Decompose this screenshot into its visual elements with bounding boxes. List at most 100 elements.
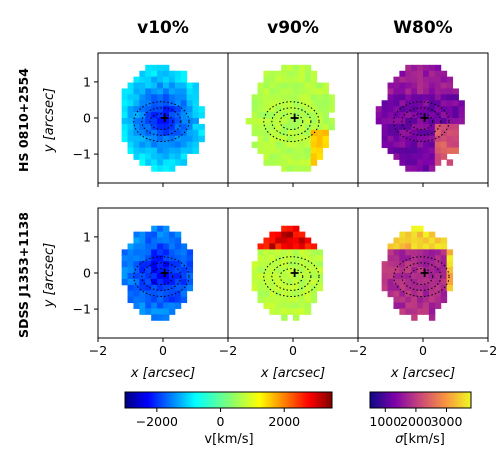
heatmap-cell bbox=[287, 100, 294, 107]
heatmap-cell bbox=[322, 94, 329, 101]
heatmap-cell bbox=[399, 278, 406, 286]
heatmap-cell bbox=[174, 112, 182, 119]
heatmap-cell bbox=[304, 278, 312, 286]
heatmap-cell bbox=[399, 261, 406, 268]
heatmap-cell bbox=[275, 153, 282, 160]
heatmap-cell bbox=[168, 112, 176, 119]
heatmap-cell bbox=[440, 153, 448, 160]
heatmap-cell bbox=[452, 129, 459, 137]
heatmap-cell bbox=[168, 147, 176, 154]
heatmap-cell bbox=[399, 153, 406, 160]
heatmap-cell bbox=[304, 308, 312, 315]
heatmap-cell bbox=[387, 243, 394, 250]
heatmap-cell bbox=[251, 284, 259, 292]
heatmap-cell bbox=[151, 129, 158, 137]
heatmap-cell bbox=[310, 261, 318, 268]
axes-group: 1 0 −1 1 0 −1 −2 0 −2 0 −2 0 −2 bbox=[73, 52, 497, 358]
heatmap-cell bbox=[293, 147, 300, 154]
heatmap-cell bbox=[399, 273, 406, 280]
heatmap-cell bbox=[381, 118, 389, 125]
heatmap-cell bbox=[405, 273, 412, 280]
heatmap-cell bbox=[393, 243, 400, 250]
heatmap-cell bbox=[310, 112, 318, 119]
heatmap-cell bbox=[151, 225, 158, 233]
heatmap-cell bbox=[133, 147, 140, 154]
heatmap-cell bbox=[186, 135, 194, 143]
heatmap-cell bbox=[133, 273, 140, 280]
heatmap-cell bbox=[381, 123, 389, 131]
heatmap-cell bbox=[428, 249, 436, 256]
heatmap-cell bbox=[428, 94, 436, 101]
heatmap-cell bbox=[316, 106, 324, 113]
heatmap-cell bbox=[269, 267, 276, 274]
heatmap-cell bbox=[316, 100, 324, 107]
heatmap-cell bbox=[411, 261, 418, 268]
heatmap-cell bbox=[263, 237, 270, 244]
column-title-v10: v10% bbox=[137, 18, 189, 38]
heatmap-cell bbox=[139, 118, 146, 125]
heatmap-cell bbox=[163, 88, 170, 95]
heatmap-cell bbox=[186, 82, 194, 89]
heatmap-cell bbox=[121, 100, 129, 107]
heatmap-cell bbox=[293, 278, 300, 286]
heatmap-cell bbox=[322, 129, 329, 137]
heatmap-cell bbox=[127, 82, 134, 89]
heatmap-cell bbox=[275, 82, 282, 89]
heatmap-cell bbox=[157, 225, 164, 233]
heatmap-cell bbox=[269, 82, 276, 89]
contour-line bbox=[133, 256, 190, 297]
heatmap-cell bbox=[405, 296, 412, 304]
contour-line bbox=[393, 101, 450, 142]
heatmap-cell bbox=[446, 267, 454, 274]
heatmap-cell bbox=[186, 88, 194, 95]
heatmap-cell bbox=[399, 141, 406, 149]
heatmap-cell bbox=[269, 123, 276, 131]
x-tick-label: −2 bbox=[479, 343, 497, 358]
heatmap-cell bbox=[275, 123, 282, 131]
heatmap-cell bbox=[440, 129, 448, 137]
heatmap-cell bbox=[269, 118, 276, 125]
heatmap-cell bbox=[293, 267, 300, 274]
heatmap-cell bbox=[310, 267, 318, 274]
heatmap-cell bbox=[168, 82, 176, 89]
heatmap-cell bbox=[263, 153, 270, 160]
heatmap-cell bbox=[304, 88, 312, 95]
heatmap-cell bbox=[269, 302, 276, 309]
heatmap-cell bbox=[434, 273, 442, 280]
heatmap-cell bbox=[168, 76, 176, 84]
heatmap-cell bbox=[316, 129, 324, 137]
heatmap-cell bbox=[434, 243, 442, 250]
heatmap-cell bbox=[287, 82, 294, 89]
heatmap-cell bbox=[263, 123, 270, 131]
heatmap-cell bbox=[139, 106, 146, 113]
heatmap-cell bbox=[269, 231, 276, 239]
heatmap-cell bbox=[417, 237, 424, 244]
heatmap-cell bbox=[157, 159, 164, 166]
heatmap-cell bbox=[174, 237, 182, 244]
heatmap-cell bbox=[186, 249, 194, 256]
heatmap-cell bbox=[263, 147, 270, 154]
dispersion-colorbar bbox=[369, 391, 472, 409]
heatmap-cell bbox=[133, 302, 140, 309]
heatmap-cell bbox=[298, 94, 306, 101]
heatmap-cell bbox=[452, 118, 459, 125]
heatmap-cell bbox=[163, 278, 170, 286]
heatmap-cell bbox=[198, 123, 205, 131]
heatmap-cell bbox=[440, 255, 448, 262]
heatmap-cell bbox=[458, 100, 465, 107]
heatmap-cell bbox=[423, 284, 430, 292]
heatmap-cell bbox=[423, 255, 430, 262]
heatmap-cell bbox=[440, 106, 448, 113]
heatmap-cell bbox=[151, 314, 158, 321]
heatmap-cell bbox=[411, 94, 418, 101]
heatmap-cell bbox=[393, 76, 400, 84]
heatmap-cell bbox=[151, 70, 158, 78]
heatmap-cell bbox=[393, 112, 400, 119]
contour-line bbox=[263, 256, 320, 297]
heatmap-cell bbox=[417, 82, 424, 89]
heatmap-cell bbox=[157, 141, 164, 149]
heatmap-cell bbox=[157, 308, 164, 315]
heatmap-cell bbox=[139, 100, 146, 107]
heatmap-cell bbox=[304, 100, 312, 107]
heatmap-cell bbox=[405, 64, 412, 72]
